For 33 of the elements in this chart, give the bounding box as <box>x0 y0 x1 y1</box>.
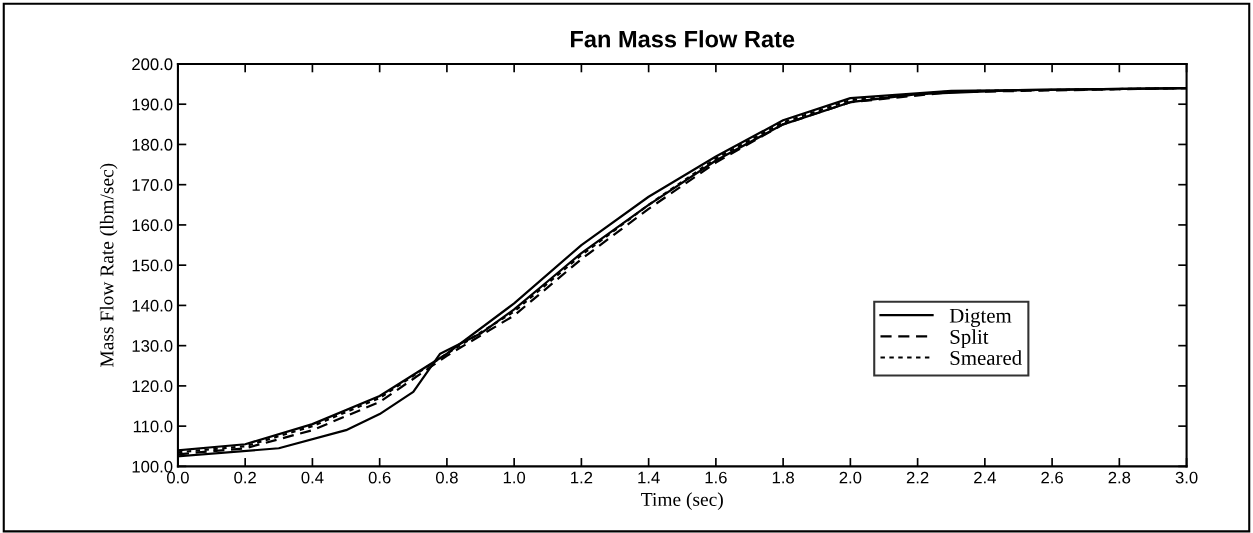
y-tick-label: 190.0 <box>132 98 173 111</box>
y-tick-label: 110.0 <box>133 420 173 433</box>
x-tick-label: 1.4 <box>638 471 660 484</box>
x-tick-label: 0.8 <box>435 471 458 484</box>
y-tick-label: 180.0 <box>132 138 173 151</box>
x-tick-label: 0.0 <box>166 471 189 484</box>
y-tick-label: 160.0 <box>132 219 173 232</box>
y-tick-label: 170.0 <box>132 179 173 191</box>
legend-label: Smeared <box>950 350 1022 365</box>
legend-label: Digtem <box>949 308 1012 328</box>
x-tick-label: 2.0 <box>839 471 862 484</box>
x-tick-label: 3.0 <box>1175 471 1198 484</box>
y-tick-label: 150.0 <box>132 259 173 272</box>
x-axis-title: Time (sec) <box>641 492 723 510</box>
y-tick-label: 200.0 <box>132 58 173 71</box>
x-tick-label: 0.4 <box>301 471 324 484</box>
x-tick-label: 0.2 <box>234 471 256 484</box>
x-tick-label: 1.8 <box>772 471 794 484</box>
x-tick-label: 2.2 <box>906 471 929 484</box>
y-tick-label: 140.0 <box>132 299 173 312</box>
x-tick-label: 1.6 <box>705 471 727 484</box>
x-tick-label: 2.8 <box>1108 471 1131 484</box>
y-tick-label: 120.0 <box>132 380 173 393</box>
y-axis-title: Mass Flow Rate (lbm/sec) <box>99 163 118 367</box>
legend-label: Split <box>950 329 989 349</box>
y-tick-label: 130.0 <box>132 340 173 352</box>
x-tick-label: 2.6 <box>1041 471 1063 484</box>
x-tick-label: 1.0 <box>503 471 526 484</box>
x-tick-label: 1.2 <box>571 471 593 484</box>
x-tick-label: 0.6 <box>368 471 391 484</box>
x-tick-label: 2.4 <box>974 471 996 484</box>
chart-title: Fan Mass Flow Rate <box>571 30 795 48</box>
y-tick-label: 100.0 <box>132 460 173 473</box>
